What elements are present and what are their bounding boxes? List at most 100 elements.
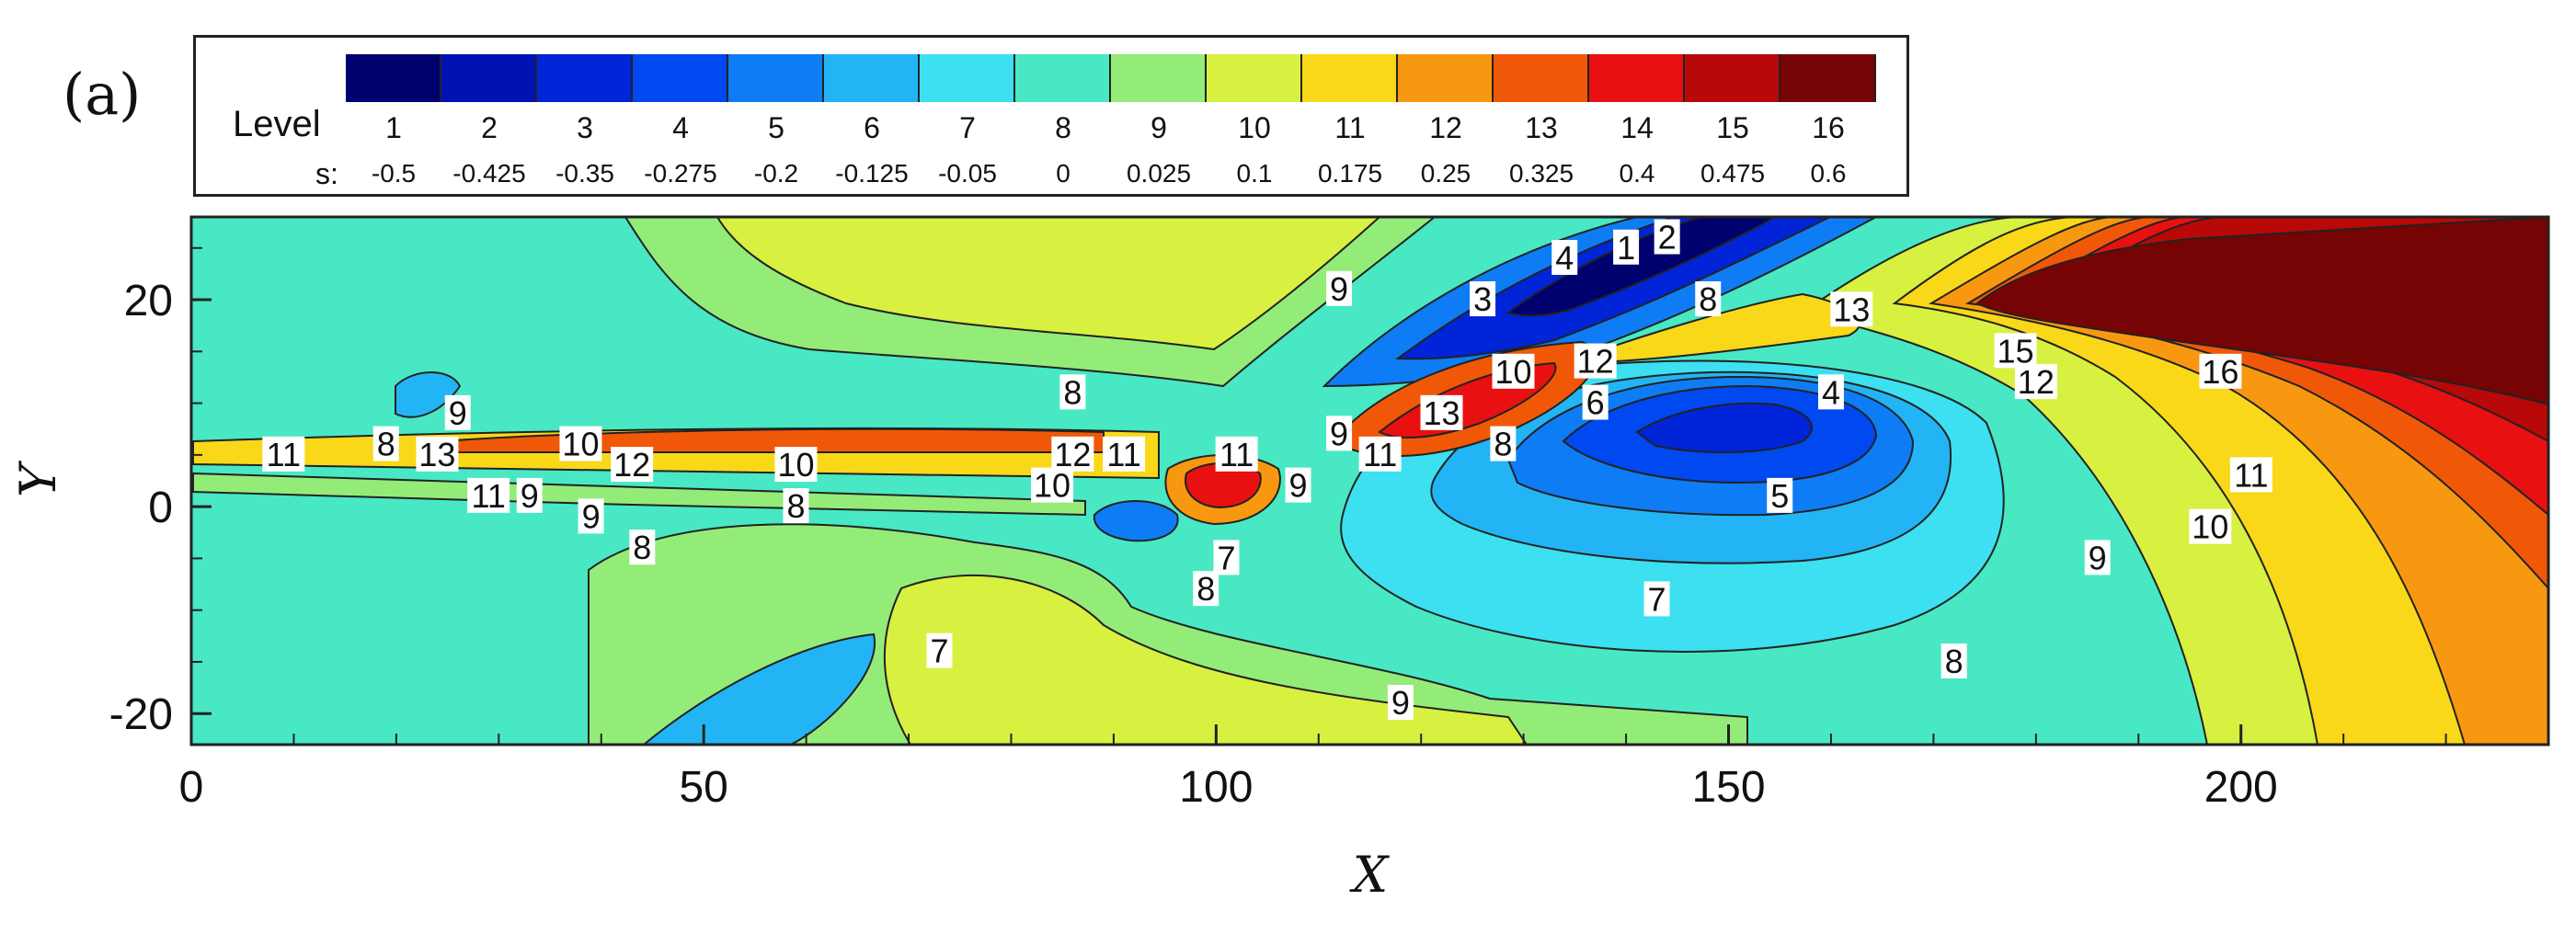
x-axis-title: X [1349, 846, 1391, 904]
legend-swatch [1207, 54, 1302, 102]
contour-label-box [2229, 457, 2273, 493]
contour-label-box [1031, 467, 1074, 503]
legend-level-number: 5 [768, 111, 784, 144]
contour-label: 10 [2192, 508, 2228, 546]
contour-label-box [1767, 477, 1793, 513]
contour-label-box [578, 498, 604, 534]
contour-label: 9 [2089, 539, 2107, 576]
x-tick-label: 0 [179, 763, 204, 812]
legend-swatch [1111, 54, 1207, 102]
legend-level-number: 13 [1525, 111, 1558, 144]
contour-label-box [1358, 436, 1402, 472]
contour-label-box [1613, 229, 1640, 265]
contour-label: 12 [1054, 436, 1091, 473]
contour-label-box [1941, 643, 1967, 678]
contour-label-box [2199, 353, 2242, 389]
legend-swatch [441, 54, 537, 102]
contour-label: 15 [1998, 332, 2034, 370]
plot-frame [189, 215, 2550, 746]
contour-label-box [2189, 508, 2232, 544]
legend-swatch [1589, 54, 1685, 102]
legend-swatch [1685, 54, 1780, 102]
legend-s-value: 0.325 [1508, 159, 1574, 188]
contour-label: 9 [1288, 467, 1307, 505]
panel-label: (a) [63, 61, 142, 128]
x-tick-label: 100 [1179, 763, 1253, 812]
contour-label-box [1326, 270, 1353, 306]
legend-level-number: 9 [1151, 111, 1167, 144]
contour-label: 13 [1423, 394, 1460, 432]
legend-level-number: 1 [385, 111, 402, 144]
contour-label-box [1695, 281, 1722, 317]
right-plume-darkred [1975, 217, 2548, 406]
contour-label: 8 [1945, 643, 1963, 680]
legend-s-value: -0.35 [555, 159, 614, 188]
contour-label: 13 [1833, 290, 1870, 328]
contour-label: 7 [1648, 580, 1666, 618]
color-legend: Level s: 1 -0.5 2 -0.425 3 -0.35 4 -0.275 5 -0.2 6… [193, 35, 1909, 197]
contour-label-box [1215, 436, 1258, 472]
contour-label-box [1285, 467, 1311, 503]
contour-label-box [1059, 374, 1086, 410]
contour-label: 1 [1617, 229, 1635, 267]
contour-label-box [416, 436, 459, 472]
legend-swatch [1302, 54, 1398, 102]
legend-level-label: Level [233, 104, 321, 144]
legend-s-label: s: [315, 157, 338, 190]
legend-s-value: 0.6 [1810, 159, 1847, 188]
y-tick-label: 20 [124, 277, 173, 325]
contour-label-box [1213, 540, 1240, 575]
contour-label: 8 [377, 426, 395, 463]
contour-label: 7 [1217, 539, 1235, 576]
contour-label: 9 [521, 477, 539, 515]
contour-label: 11 [1219, 436, 1254, 473]
legend-level-number: 2 [481, 111, 498, 144]
contour-label: 12 [613, 446, 650, 484]
legend-swatch [1780, 54, 1876, 102]
contour-label: 11 [267, 436, 301, 473]
contour-label: 9 [582, 497, 601, 535]
contour-label-box [372, 426, 399, 461]
contour-label: 11 [1363, 436, 1397, 473]
legend-s-value: -0.425 [452, 159, 526, 188]
contour-label-box [1817, 374, 1844, 410]
upper-left-blue [395, 371, 462, 418]
contour-label-box [783, 488, 809, 524]
contour-label: 4 [1822, 373, 1840, 411]
contour-label: 11 [471, 477, 505, 515]
legend-swatch [1494, 54, 1589, 102]
upper-blue-band-core [1506, 217, 1778, 317]
contour-label: 6 [1586, 384, 1605, 422]
contour-label: 12 [1577, 343, 1614, 381]
x-tick-label: 50 [679, 763, 727, 812]
contour-label: 8 [633, 529, 651, 566]
legend-swatch [537, 54, 633, 102]
contour-label: 8 [1063, 373, 1082, 411]
contour-label-box [1326, 416, 1353, 451]
contour-label: 16 [2202, 353, 2238, 391]
contour-label: 5 [1770, 477, 1789, 515]
contour-label-box [1492, 353, 1535, 389]
contour-label-box [1193, 571, 1219, 607]
legend-swatch [824, 54, 920, 102]
upper-yellow-zone [716, 217, 1381, 351]
contour-label: 7 [930, 632, 948, 670]
legend-s-value: 0.175 [1317, 159, 1383, 188]
lower-left-blue [642, 632, 876, 745]
legend-level-number: 16 [1812, 111, 1845, 144]
legend-swatch [633, 54, 728, 102]
legend-s-value: -0.2 [753, 159, 799, 188]
contour-label-box [2084, 540, 2111, 575]
legend-s-value: -0.275 [644, 159, 717, 188]
contour-label-box [1051, 436, 1094, 472]
contour-label: 8 [786, 487, 805, 525]
contour-label: 9 [449, 394, 467, 432]
contour-label-box [467, 477, 510, 513]
legend-s-value: 0.475 [1700, 159, 1766, 188]
contour-label: 8 [1494, 426, 1512, 463]
legend-level-number: 14 [1620, 111, 1654, 144]
contour-label: 10 [562, 426, 599, 463]
legend-level-number: 10 [1238, 111, 1271, 144]
contour-label-box [1643, 581, 1670, 617]
